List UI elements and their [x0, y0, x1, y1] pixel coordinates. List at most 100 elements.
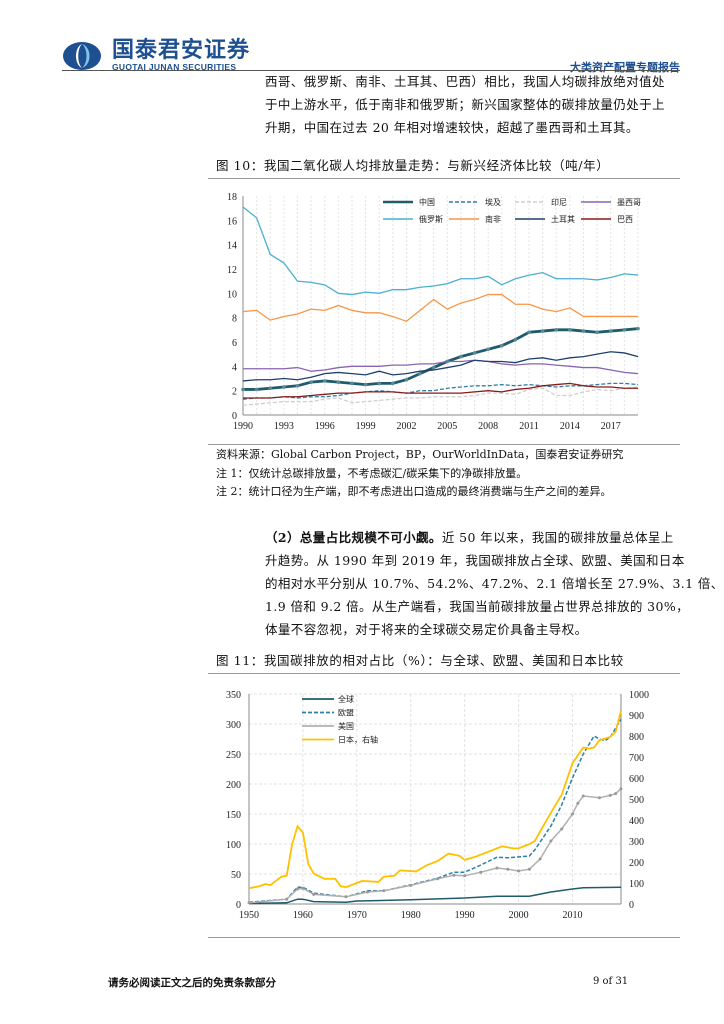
- data-point: [472, 351, 477, 355]
- series-line-印尼: [242, 386, 639, 406]
- figure-10-chart: 0 2 4 6 8 10 12 14 16 18 1990 1993 1996 1999 2002 2005 2…: [227, 192, 641, 432]
- note-2: 注 2：统计口径为生产端，即不考虑进出口造成的最终消费端与生产之间的差异。: [216, 485, 612, 498]
- paragraph-2: （2）总量占比规模不可小觑。近 50 年以来，我国的碳排放量总体呈上 升趋势。从…: [265, 526, 724, 641]
- data-point: [540, 329, 545, 333]
- data-point: [608, 793, 612, 797]
- y2-tick-label: 400: [629, 816, 644, 827]
- footer-disclaimer: 请务必阅读正文之后的免责条款部分: [108, 977, 276, 989]
- series-line-欧盟: [248, 718, 622, 903]
- data-point: [513, 337, 518, 342]
- y-tick-label: 10: [227, 289, 237, 300]
- text-line: 1.9 倍和 9.2 倍。从生产端看，我国当前碳排放量占世界总排放的 30%，: [265, 599, 690, 614]
- text-line: 升趋势。从 1990 年到 2019 年，我国碳排放占全球、欧盟、美国和日本: [265, 553, 685, 568]
- series-line-墨西哥: [243, 359, 639, 375]
- y-tick-label: 0: [232, 411, 237, 422]
- y-tick-label: 14: [227, 241, 237, 252]
- x-tick-label: 1970: [347, 910, 367, 921]
- series-line-俄罗斯: [242, 206, 639, 296]
- y-tick-label: 4: [232, 362, 237, 373]
- x-tick-label: 2005: [437, 421, 457, 432]
- series-line-日本，右轴: [248, 710, 622, 890]
- x-tick-label: 2000: [509, 910, 529, 921]
- data-point: [241, 387, 245, 392]
- data-point: [301, 886, 305, 890]
- data-point: [459, 354, 463, 359]
- text-line: 体量不容忽视，对于将来的全球碳交易定价具备主导权。: [265, 622, 588, 637]
- x-tick-label: 2011: [519, 421, 539, 432]
- y-tick-label: 18: [227, 192, 237, 203]
- data-point: [568, 328, 572, 332]
- data-point: [431, 365, 436, 370]
- text-line: 近 50 年以来，我国的碳排放量总体呈上: [441, 530, 674, 545]
- y2-tick-label: 1000: [629, 690, 649, 701]
- legend-label: 欧盟: [338, 708, 354, 718]
- data-point: [296, 887, 300, 891]
- y-tick-label: 6: [232, 338, 237, 349]
- series-line-全球: [248, 886, 622, 905]
- text-line: 的相对水平分别从 10.7%、54.2%、47.2%、2.1 倍增长至 27.9…: [265, 576, 724, 591]
- legend-label: 墨西哥: [617, 198, 641, 207]
- series-line-埃及: [242, 382, 639, 400]
- x-tick-label: 2017: [601, 421, 621, 432]
- data-point: [527, 330, 531, 335]
- y-tick-label: 16: [227, 216, 237, 227]
- legend-label: 埃及: [485, 197, 501, 207]
- logo-emblem-icon: [63, 42, 101, 70]
- data-point: [479, 870, 483, 874]
- figure-10-bottom-rule: [208, 444, 680, 445]
- data-point: [312, 892, 316, 896]
- figure-11-chart: 0 50 100 150 200 250 300 350 1950 1960 1970 1980 199…: [226, 690, 649, 921]
- data-point: [581, 329, 586, 333]
- series-line-巴西: [243, 382, 638, 399]
- data-point: [322, 379, 327, 383]
- series-line-土耳其: [242, 351, 639, 382]
- data-point: [636, 326, 640, 331]
- data-point: [336, 380, 341, 384]
- data-point: [344, 895, 348, 899]
- data-point: [377, 381, 382, 386]
- data-point: [549, 839, 553, 843]
- data-point: [436, 877, 440, 881]
- company-logo: 国泰君安证券 GUOTAI JUNAN SECURITIES: [62, 40, 250, 72]
- series-line-中国: [243, 327, 639, 391]
- data-point: [495, 866, 499, 870]
- y-tick-label: 200: [226, 780, 241, 791]
- y-tick-label: 100: [226, 840, 241, 851]
- x-tick-label: 1990: [455, 910, 475, 921]
- y2-tick-label: 200: [629, 858, 644, 869]
- figure-11-caption: 图 11：我国碳排放的相对占比（%）：与全球、欧盟、美国和日本比较: [216, 653, 624, 668]
- figure-10-caption: 图 10：我国二氧化碳人均排放量走势：与新兴经济体比较（吨/年）: [216, 158, 610, 173]
- y2-tick-label: 500: [629, 795, 644, 806]
- data-point: [295, 384, 300, 388]
- source-note: 资料来源：Global Carbon Project，BP，OurWorldIn…: [216, 448, 624, 461]
- y-tick-label: 350: [226, 690, 241, 701]
- text-line: 升期，中国在过去 20 年相对增速较快，超越了墨西哥和土耳其。: [265, 120, 639, 135]
- x-tick-label: 1950: [239, 910, 259, 921]
- data-point: [404, 377, 409, 382]
- x-tick-label: 2002: [396, 421, 416, 432]
- data-point: [619, 787, 623, 791]
- data-point: [560, 827, 564, 831]
- data-point: [506, 867, 510, 871]
- y2-tick-label: 700: [629, 753, 644, 764]
- figure-11-bottom-rule: [208, 937, 680, 938]
- data-point: [452, 873, 456, 877]
- data-point: [527, 867, 531, 871]
- data-point: [309, 380, 313, 384]
- data-point: [363, 382, 368, 387]
- data-point: [608, 329, 613, 333]
- x-tick-label: 1993: [274, 421, 294, 432]
- series-line-南非: [242, 293, 638, 323]
- figure-10-notes: 资料来源：Global Carbon Project，BP，OurWorldIn…: [216, 446, 623, 502]
- y2-tick-label: 0: [629, 900, 634, 911]
- x-tick-label: 1960: [293, 910, 313, 921]
- note-1: 注 1：仅统计总碳排放量，不考虑碳汇/碳采集下的净碳排放量。: [216, 466, 528, 480]
- y-tick-label: 50: [231, 870, 241, 881]
- y-tick-label: 150: [226, 810, 241, 821]
- data-point: [391, 381, 395, 386]
- data-point: [581, 794, 585, 798]
- data-point: [538, 857, 542, 861]
- figure-10-top-rule: [208, 178, 680, 179]
- data-point: [486, 347, 490, 352]
- data-point: [570, 812, 574, 816]
